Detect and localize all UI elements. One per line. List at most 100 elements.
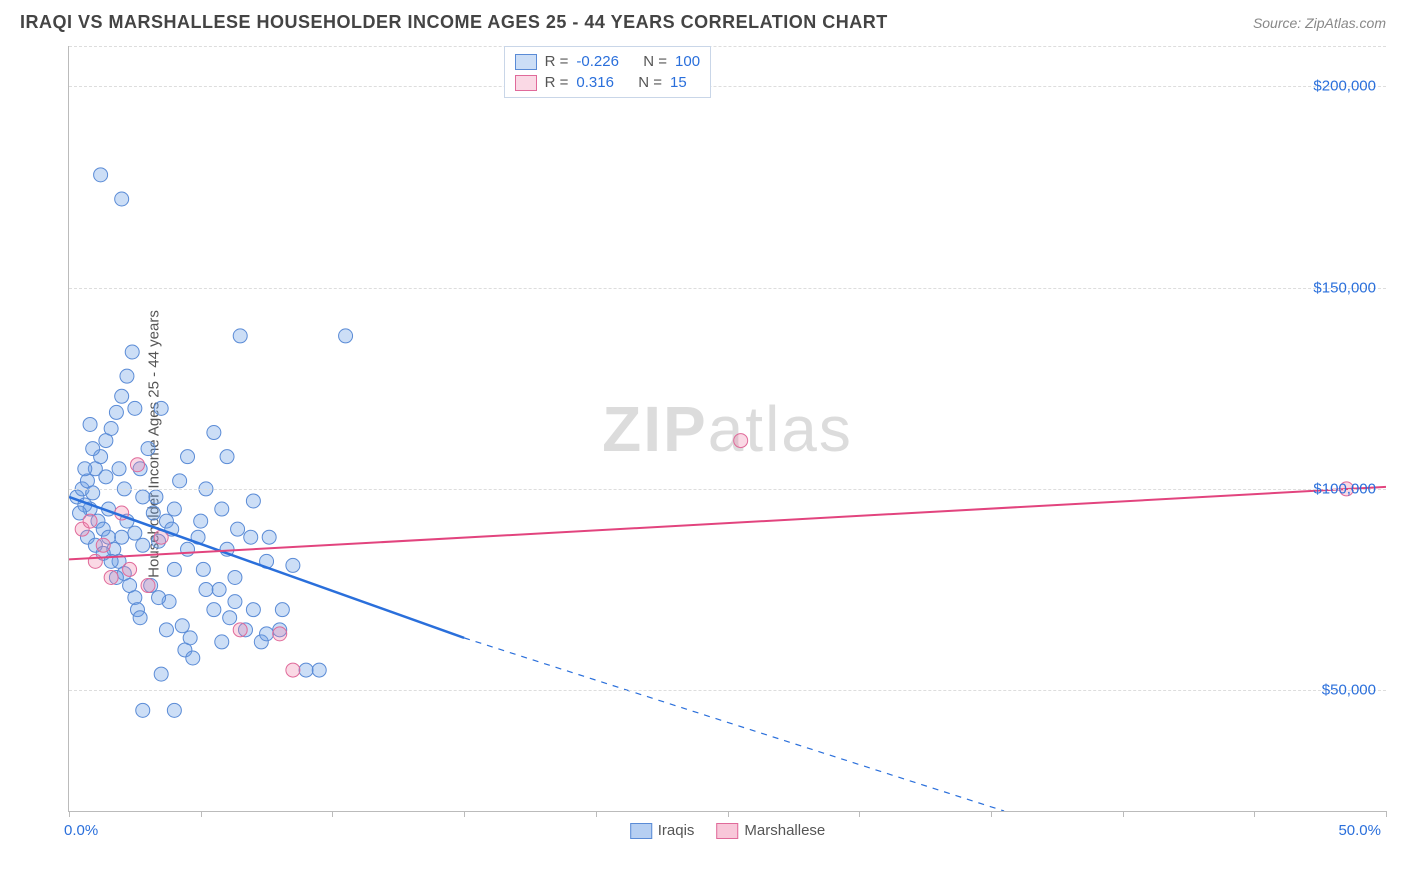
data-point (154, 401, 168, 415)
data-point (162, 595, 176, 609)
x-tick (69, 811, 70, 817)
data-point (91, 514, 105, 528)
data-point (196, 562, 210, 576)
data-point (231, 522, 245, 536)
x-tick (1254, 811, 1255, 817)
data-point (78, 462, 92, 476)
data-point (186, 651, 200, 665)
data-point (130, 603, 144, 617)
data-point (286, 558, 300, 572)
data-point (94, 450, 108, 464)
data-point (141, 579, 155, 593)
trend-line (69, 487, 1386, 559)
data-point (215, 635, 229, 649)
y-tick-label: $100,000 (1313, 480, 1376, 497)
data-point (104, 570, 118, 584)
x-tick (596, 811, 597, 817)
data-point (159, 514, 173, 528)
data-point (102, 502, 116, 516)
data-point (75, 522, 89, 536)
data-point (107, 542, 121, 556)
data-point (223, 611, 237, 625)
x-tick (464, 811, 465, 817)
x-tick (859, 811, 860, 817)
data-point (146, 506, 160, 520)
data-point (99, 434, 113, 448)
data-point (260, 554, 274, 568)
legend-label: Marshallese (744, 822, 825, 839)
data-point (191, 530, 205, 544)
data-point (136, 538, 150, 552)
data-point (96, 522, 110, 536)
data-point (70, 490, 84, 504)
data-point (167, 502, 181, 516)
legend-swatch (515, 54, 537, 70)
data-point (238, 623, 252, 637)
data-point (112, 462, 126, 476)
data-point (149, 490, 163, 504)
chart-title: IRAQI VS MARSHALLESE HOUSEHOLDER INCOME … (20, 12, 888, 33)
data-point (115, 530, 129, 544)
data-point (130, 458, 144, 472)
y-tick-label: $200,000 (1313, 78, 1376, 95)
data-point (80, 530, 94, 544)
y-tick-label: $150,000 (1313, 279, 1376, 296)
legend-swatch (716, 823, 738, 839)
data-point (167, 562, 181, 576)
gridline-h (69, 46, 1386, 47)
data-point (178, 643, 192, 657)
x-tick (1123, 811, 1124, 817)
data-point (102, 530, 116, 544)
data-point (262, 530, 276, 544)
data-point (734, 434, 748, 448)
data-point (83, 514, 97, 528)
source-attribution: Source: ZipAtlas.com (1253, 15, 1386, 31)
chart-svg (69, 46, 1386, 811)
data-point (181, 542, 195, 556)
data-point (88, 538, 102, 552)
x-axis-max-label: 50.0% (1338, 822, 1381, 839)
x-tick (1386, 811, 1387, 817)
data-point (183, 631, 197, 645)
correlation-row: R = 0.316 N = 15 (515, 72, 700, 93)
data-point (154, 667, 168, 681)
data-point (212, 583, 226, 597)
x-axis-min-label: 0.0% (64, 822, 98, 839)
data-point (215, 502, 229, 516)
trend-line (464, 638, 1004, 811)
data-point (128, 401, 142, 415)
gridline-h (69, 489, 1386, 490)
data-point (273, 623, 287, 637)
data-point (94, 168, 108, 182)
data-point (254, 635, 268, 649)
data-point (78, 498, 92, 512)
legend-swatch (630, 823, 652, 839)
data-point (228, 595, 242, 609)
data-point (136, 703, 150, 717)
plot-area: ZIPatlas R = -0.226 N = 100R = 0.316 N =… (68, 46, 1386, 812)
data-point (181, 450, 195, 464)
data-point (109, 405, 123, 419)
data-point (339, 329, 353, 343)
data-point (165, 522, 179, 536)
data-point (152, 591, 166, 605)
data-point (133, 611, 147, 625)
data-point (96, 538, 110, 552)
data-point (207, 426, 221, 440)
legend-item: Iraqis (630, 822, 695, 839)
data-point (104, 554, 118, 568)
trend-line (69, 497, 464, 638)
legend-swatch (515, 75, 537, 91)
data-point (260, 627, 274, 641)
data-point (123, 579, 137, 593)
data-point (194, 514, 208, 528)
data-point (299, 663, 313, 677)
data-point (73, 506, 87, 520)
data-point (104, 422, 118, 436)
data-point (228, 570, 242, 584)
correlation-box: R = -0.226 N = 100R = 0.316 N = 15 (504, 46, 711, 98)
legend-item: Marshallese (716, 822, 825, 839)
data-point (83, 417, 97, 431)
gridline-h (69, 288, 1386, 289)
data-point (83, 502, 97, 516)
